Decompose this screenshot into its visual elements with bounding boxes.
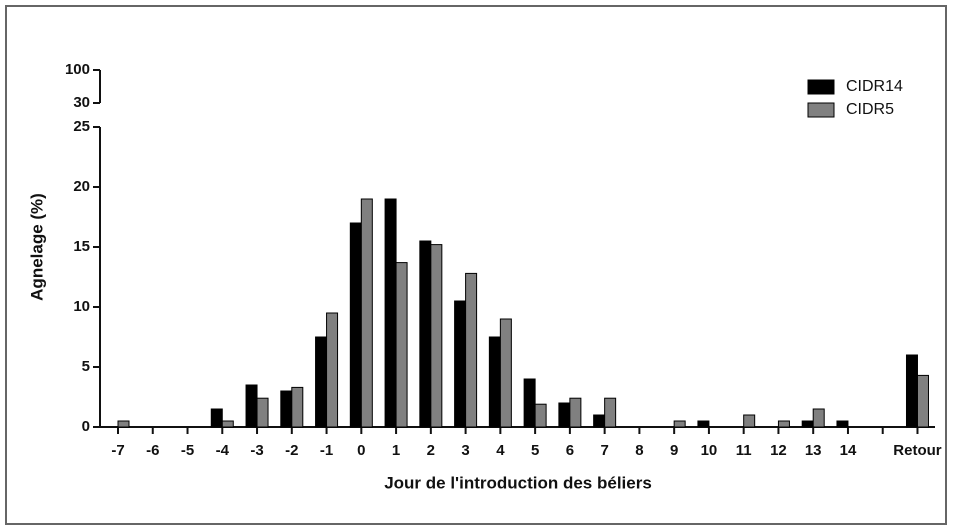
x-tick-label: 7 [600,442,608,459]
bar [905,354,918,428]
bar [534,403,547,428]
y-tick-label: 30 [73,94,90,111]
legend-swatch [807,102,835,118]
x-tick-label: -1 [320,442,333,459]
legend-label: CIDR5 [846,101,894,118]
bar [916,374,929,428]
bar [812,408,825,428]
y-tick-label: 0 [82,418,90,435]
x-tick-label: 14 [840,442,857,459]
bar [291,386,304,428]
x-tick-label: 13 [805,442,822,459]
y-tick-label: 5 [82,358,90,375]
bar [499,318,512,428]
x-tick-label: 11 [736,442,752,459]
x-tick-label: 8 [635,442,643,459]
legend-label: CIDR14 [846,78,903,95]
bar [430,244,443,428]
x-tick-label: 1 [392,442,400,459]
x-tick-label: -5 [181,442,194,459]
y-axis-label: Agnelage (%) [27,193,46,301]
x-tick-label: 9 [670,442,678,459]
bar [245,384,258,428]
bar [419,240,432,428]
x-tick-label: -7 [111,442,124,459]
bar [315,336,328,428]
bar [326,312,339,428]
x-tick-label: 0 [357,442,365,459]
x-tick-label: 4 [496,442,505,459]
x-axis-label: Jour de l'introduction des béliers [384,473,652,492]
bar [395,262,408,428]
x-tick-label: 2 [427,442,435,459]
bar [454,300,467,428]
bar [280,390,293,428]
x-tick-label: 5 [531,442,539,459]
bar [673,420,686,428]
bar [836,420,849,428]
bar [593,414,606,428]
bar [221,420,234,428]
x-tick-label: 10 [701,442,718,459]
bar [117,420,130,428]
bar [465,272,478,428]
x-tick-label: -3 [250,442,263,459]
bar [256,397,269,428]
x-tick-label: 12 [770,442,787,459]
x-tick-label: 3 [461,442,469,459]
x-tick-label: -4 [216,442,230,459]
bar [801,420,814,428]
x-tick-label: 6 [566,442,574,459]
y-tick-label: 100 [65,61,90,78]
bar [697,420,710,428]
bar [349,222,362,428]
bar [604,397,617,428]
y-tick-label: 15 [73,238,90,255]
bar [743,414,756,428]
bar [210,408,223,428]
bar [569,397,582,428]
y-tick-label: 25 [73,118,90,135]
bar [488,336,501,428]
y-tick-label: 10 [73,298,90,315]
x-tick-label: Retour [893,442,941,459]
bar [558,402,571,428]
x-tick-label: -2 [285,442,298,459]
y-tick-label: 20 [73,178,90,195]
bar [384,198,397,428]
bar [777,420,790,428]
frame [5,5,947,525]
legend-swatch [807,79,835,95]
bar [360,198,373,428]
x-tick-label: -6 [146,442,159,459]
bar [523,378,536,428]
